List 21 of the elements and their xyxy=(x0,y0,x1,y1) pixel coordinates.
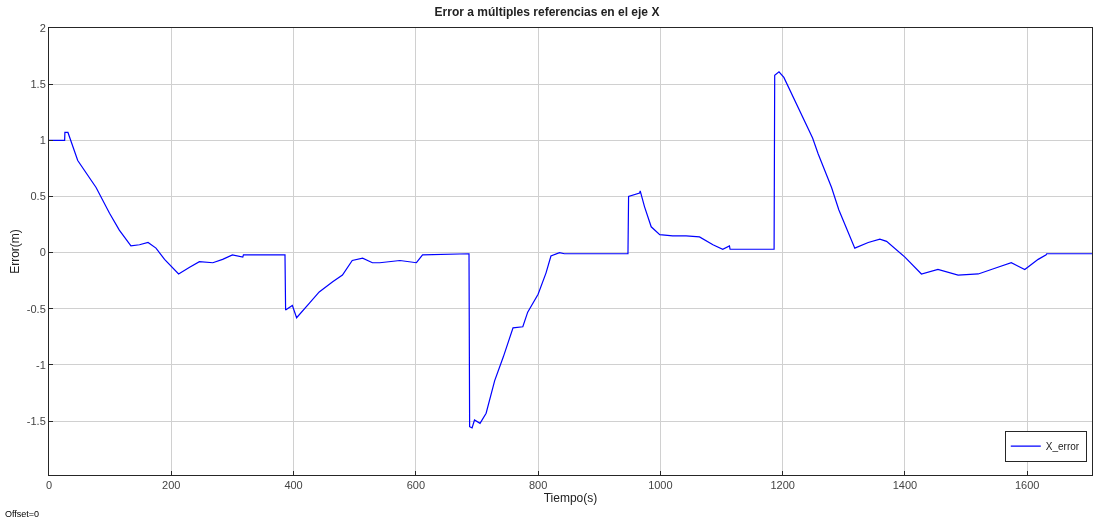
text: Offset=0 xyxy=(5,509,40,519)
y-tick-label: -0.5 xyxy=(26,302,46,315)
y-axis-title: Error(m) xyxy=(8,229,23,274)
y-tick-label: 2 xyxy=(39,21,46,34)
x-tick-label: 800 xyxy=(528,479,548,492)
y-tick-label: 0 xyxy=(39,246,46,259)
x-tick-label: 1600 xyxy=(1014,479,1040,492)
x-axis-title: Tiempo(s) xyxy=(543,491,598,506)
y-tick-label: -1 xyxy=(36,358,46,371)
y-tick-label: 1.5 xyxy=(30,78,46,91)
y-tick-label: 0.5 xyxy=(30,190,46,203)
y-tick-label: 1 xyxy=(39,134,46,147)
x-tick-label: 1400 xyxy=(892,479,918,492)
x-tick-label: 1000 xyxy=(648,479,673,492)
chart-title: Error a múltiples referencias en el eje X xyxy=(434,5,660,20)
x-tick-label: 600 xyxy=(406,479,425,492)
legend-label: X_error xyxy=(1045,440,1080,452)
y-tick-label: -1.5 xyxy=(26,414,46,427)
x-tick-label: 1200 xyxy=(770,479,795,492)
x-tick-label: 200 xyxy=(162,479,181,492)
x-tick-label: 400 xyxy=(284,479,303,492)
